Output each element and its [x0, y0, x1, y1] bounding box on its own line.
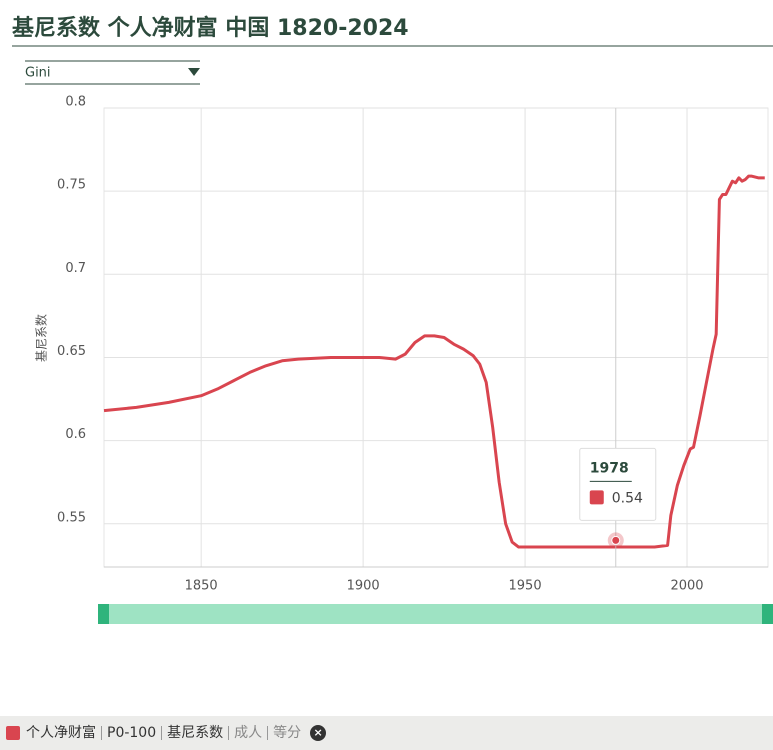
- x-tick-label: 2000: [670, 579, 703, 594]
- tooltip-box: [579, 447, 657, 521]
- chart: 基尼系数 个人净财富 中国 1820-2024 Gini 基尼系数 0.55 0.…: [12, 15, 773, 624]
- y-tick-label: 0.65: [57, 344, 86, 359]
- legend-swatch: [6, 726, 20, 740]
- y-axis-label: 基尼系数: [34, 314, 49, 362]
- slider-handle-right[interactable]: [762, 604, 773, 624]
- dropdown[interactable]: Gini: [25, 60, 200, 85]
- chart-title: 基尼系数 个人净财富 中国 1820-2024: [12, 15, 409, 41]
- legend-bar: 个人净财富 P0-100 基尼系数 成人 等分 ×: [0, 716, 773, 750]
- x-tick-label: 1850: [185, 579, 218, 594]
- dropdown-label: Gini: [25, 66, 51, 81]
- data-line: [103, 174, 765, 549]
- tooltip-swatch: [589, 490, 604, 505]
- dropdown-arrow: [188, 68, 200, 76]
- y-tick-label: 0.8: [65, 95, 86, 110]
- legend-part: 基尼系数: [161, 726, 228, 740]
- tooltip-title: 1978: [590, 460, 629, 476]
- hover-marker: [611, 535, 621, 545]
- remove-button[interactable]: ×: [310, 725, 327, 741]
- legend-part: 个人净财富: [26, 725, 96, 741]
- x-tick-label: 1900: [347, 579, 380, 594]
- legend-part: 成人: [228, 726, 267, 740]
- y-tick-label: 0.7: [65, 261, 86, 276]
- tooltip-value: 0.54: [612, 490, 643, 506]
- legend-part: P0-100: [101, 726, 161, 740]
- range-slider[interactable]: [98, 604, 773, 624]
- x-tick-label: 1950: [509, 579, 542, 594]
- legend-part: 等分: [267, 726, 306, 740]
- y-tick-label: 0.55: [57, 510, 86, 525]
- slider-handle-left[interactable]: [98, 604, 109, 624]
- y-tick-label: 0.6: [65, 427, 86, 442]
- y-tick-label: 0.75: [57, 178, 86, 193]
